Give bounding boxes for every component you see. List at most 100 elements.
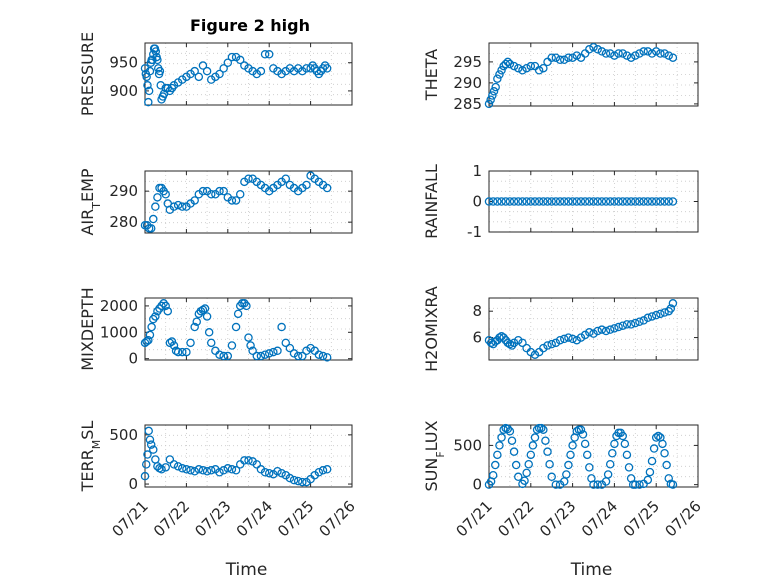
data-point xyxy=(186,466,195,475)
data-point xyxy=(514,472,523,482)
data-point xyxy=(520,476,529,485)
data-point xyxy=(161,463,170,472)
data-point xyxy=(593,480,602,489)
data-point xyxy=(242,301,251,311)
data-point xyxy=(231,466,241,475)
data-point xyxy=(248,346,257,356)
y-tick-label: 6 xyxy=(472,329,482,347)
data-point xyxy=(645,467,655,477)
grid xyxy=(145,43,352,105)
data-point xyxy=(507,436,517,445)
data-point xyxy=(143,450,152,459)
data-point xyxy=(658,439,667,449)
data-point xyxy=(643,47,653,56)
data-point xyxy=(144,86,154,96)
data-point xyxy=(223,351,233,361)
data-point xyxy=(631,318,640,328)
y-tick-label: 8 xyxy=(472,302,482,320)
data-point xyxy=(539,343,548,353)
y-tick-label: 1000 xyxy=(100,323,138,341)
data-point xyxy=(664,197,673,206)
subplot-3: 280 290 AIRTEMP xyxy=(78,168,353,236)
data-point xyxy=(610,439,619,449)
data-point xyxy=(564,333,573,342)
data-point xyxy=(145,330,155,340)
data-point xyxy=(281,174,291,183)
data-point xyxy=(145,435,155,445)
data-point xyxy=(260,350,270,359)
data-point xyxy=(528,441,538,450)
data-point xyxy=(322,64,332,73)
data-point xyxy=(530,350,540,359)
data-point xyxy=(497,197,506,206)
data-point xyxy=(149,445,158,454)
data-point xyxy=(603,470,613,479)
y-axis-label: RAINFALL xyxy=(422,164,441,239)
x-axis-label: Time xyxy=(225,560,268,580)
data-point xyxy=(547,339,556,349)
data-point xyxy=(572,51,582,60)
data-point xyxy=(518,66,527,75)
data-point xyxy=(668,480,678,489)
data-point xyxy=(514,63,523,73)
data-point xyxy=(555,55,565,65)
data-point xyxy=(314,350,324,359)
data-point xyxy=(240,456,249,465)
data-point xyxy=(256,66,266,76)
data-point xyxy=(206,466,216,475)
y-tick-label: 285 xyxy=(453,95,482,113)
data-point xyxy=(626,53,636,62)
data-point xyxy=(227,465,237,474)
data-point xyxy=(171,346,181,356)
y-tick-label: -1 xyxy=(467,223,482,241)
data-point xyxy=(635,197,644,206)
data-point xyxy=(585,45,594,54)
data-point xyxy=(147,322,156,332)
grid xyxy=(145,298,352,360)
data-point xyxy=(555,335,565,345)
data-point xyxy=(505,427,515,436)
data-point xyxy=(499,333,508,342)
data-point xyxy=(564,197,573,206)
data-point xyxy=(668,197,678,206)
y-tick-label: 900 xyxy=(109,82,138,100)
data-point xyxy=(223,464,233,473)
data-point xyxy=(264,50,274,59)
data-point xyxy=(589,480,598,489)
data-point xyxy=(277,468,286,478)
data-point xyxy=(614,49,623,58)
y-tick-label: 0 xyxy=(128,350,138,368)
data-point xyxy=(524,459,533,469)
data-point xyxy=(559,55,569,65)
data-point xyxy=(576,333,586,342)
data-point xyxy=(178,347,187,357)
data-point xyxy=(618,431,628,441)
data-point xyxy=(484,197,494,206)
data-point xyxy=(314,467,324,477)
data-point xyxy=(178,202,187,211)
data-point xyxy=(173,200,183,210)
y-tick-label: 500 xyxy=(453,436,482,454)
data-point xyxy=(260,467,270,477)
data-point xyxy=(206,338,216,348)
data-point xyxy=(163,306,173,316)
data-point xyxy=(522,197,531,206)
data-point xyxy=(585,328,594,337)
data-point xyxy=(539,197,548,206)
data-point xyxy=(547,53,556,62)
data-point xyxy=(202,66,212,76)
data-point xyxy=(547,197,556,206)
data-point xyxy=(635,49,644,58)
data-point xyxy=(215,350,224,359)
data-point xyxy=(198,466,208,475)
axes-box xyxy=(488,424,699,488)
data-point xyxy=(298,351,307,361)
y-axis-label: TERRMSL xyxy=(78,421,103,493)
data-point xyxy=(194,72,204,82)
data-point xyxy=(543,447,552,456)
data-point xyxy=(161,301,170,311)
data-point xyxy=(204,328,214,337)
data-point xyxy=(173,462,183,471)
data-point xyxy=(493,74,502,83)
data-point xyxy=(585,463,594,472)
